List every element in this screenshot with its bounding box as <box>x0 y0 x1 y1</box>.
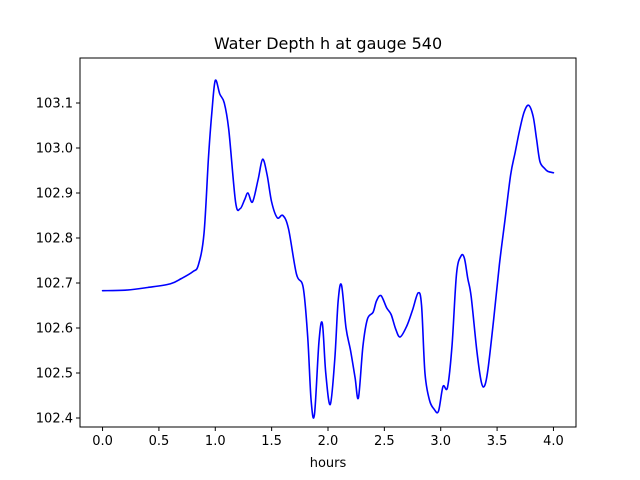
x-tick-label: 0.0 <box>92 434 113 449</box>
x-tick-label: 2.0 <box>318 434 339 449</box>
y-tick-label: 102.8 <box>36 232 73 247</box>
y-tick-label: 103.0 <box>36 142 73 157</box>
chart-title: Water Depth h at gauge 540 <box>214 34 442 53</box>
y-tick-label: 102.6 <box>36 322 73 337</box>
x-tick-label: 4.0 <box>543 434 564 449</box>
x-tick-label: 3.0 <box>430 434 451 449</box>
series-line-0 <box>101 79 555 419</box>
y-tick-label: 103.1 <box>36 97 73 112</box>
x-axis: 0.0 0.5 1.0 1.5 2.0 2.5 3.0 3.5 4.0 <box>92 427 564 449</box>
y-tick-label: 102.7 <box>36 277 73 292</box>
x-axis-title: hours <box>310 456 347 471</box>
y-tick-label: 102.4 <box>36 412 73 427</box>
x-tick-label: 1.0 <box>205 434 226 449</box>
y-axis: 102.4 102.5 102.6 102.7 102.8 102.9 103.0 103.1 <box>36 97 80 427</box>
x-tick-label: 3.5 <box>487 434 508 449</box>
x-tick-label: 1.5 <box>261 434 282 449</box>
y-tick-label: 102.9 <box>36 187 73 202</box>
x-tick-label: 0.5 <box>149 434 170 449</box>
y-tick-label: 102.5 <box>36 367 73 382</box>
series-layer <box>101 79 555 419</box>
x-tick-label: 2.5 <box>374 434 395 449</box>
